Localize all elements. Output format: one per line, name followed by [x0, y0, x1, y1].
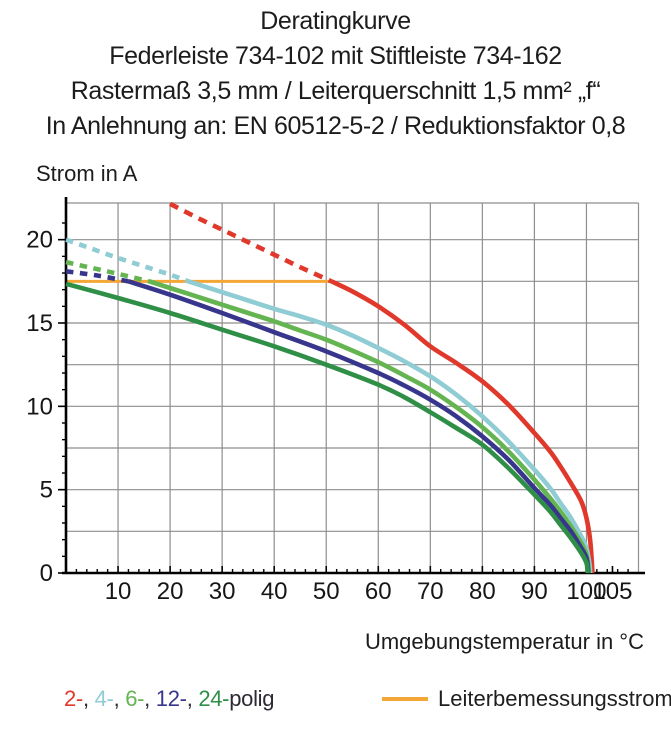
y-tick-label: 20 [26, 227, 53, 254]
y-tick-label: 15 [26, 310, 53, 337]
legend-pole-2: 2- [64, 686, 83, 711]
x-tick-label: 20 [157, 578, 184, 605]
rated-current-swatch [382, 697, 428, 701]
legend-separator: , [186, 686, 199, 711]
x-tick-label: 100 [566, 578, 606, 605]
x-tick-label: 40 [261, 578, 288, 605]
x-tick-label: 10 [105, 578, 132, 605]
x-tick-label: 105 [592, 578, 632, 605]
title-block: Deratingkurve Federleiste 734-102 mit St… [0, 4, 671, 144]
legend-separator: , [144, 686, 156, 711]
legend-pole-24: 24- [198, 686, 230, 711]
x-tick-label: 80 [469, 578, 496, 605]
chart-subtitle-spec: Rastermaß 3,5 mm / Leiterquerschnitt 1,5… [70, 77, 601, 105]
legend-pole-6: 6- [125, 686, 145, 711]
legend-poles: 2-, 4-, 6-, 12-, 24-polig [64, 686, 275, 712]
chart-subtitle-product: Federleiste 734-102 mit Stiftleiste 734-… [109, 42, 562, 70]
legend-pole-4: 4- [94, 686, 114, 711]
curve-24-polig [65, 281, 590, 574]
curve-12-polig [127, 279, 591, 574]
legend-separator: , [82, 686, 95, 711]
curve-2-polig-dashed [169, 202, 333, 284]
curves-group [65, 202, 595, 574]
legend-separator: , [113, 686, 126, 711]
legend-pole-12: 12- [155, 686, 187, 711]
curve-6-polig [148, 279, 592, 574]
curve-4-polig [187, 279, 593, 574]
x-tick-label: 70 [417, 578, 444, 605]
x-tick-label: 60 [365, 578, 392, 605]
rated-current-label: Leiterbemessungsstrom [438, 686, 671, 711]
y-tick-label: 0 [40, 560, 53, 587]
y-axis-title: Strom in A [36, 161, 138, 186]
chart-subtitle-norm: In Anlehnung an: EN 60512-5-2 / Reduktio… [45, 112, 626, 140]
x-tick-label: 50 [313, 578, 340, 605]
curve-6-polig-dashed [65, 259, 150, 284]
x-tick-label: 30 [209, 578, 236, 605]
legend-rated-current: Leiterbemessungsstrom [382, 686, 671, 712]
y-tick-label: 5 [40, 477, 53, 504]
legend-poles-suffix: polig [229, 686, 275, 711]
chart-title: Deratingkurve [260, 7, 411, 35]
x-tick-label: 90 [521, 578, 548, 605]
curve-12-polig-dashed [65, 269, 129, 284]
curve-2-polig [330, 279, 595, 574]
y-tick-label: 10 [26, 393, 53, 420]
x-axis-title: Umgebungstemperatur in °C [364, 629, 644, 654]
